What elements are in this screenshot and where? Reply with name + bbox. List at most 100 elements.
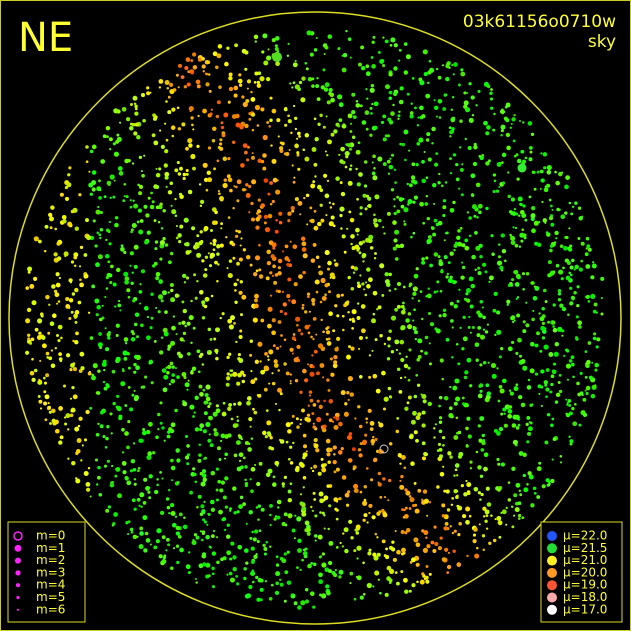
star [121,427,125,432]
star [588,375,593,380]
star [398,48,402,52]
star [586,359,591,365]
star [127,295,131,299]
star [411,162,416,167]
star [306,413,311,417]
star [483,466,488,472]
star [400,204,405,209]
star [527,426,533,432]
star [202,518,206,522]
star [29,341,33,345]
star [359,595,364,600]
star [186,321,191,326]
star [325,330,331,335]
star [159,471,162,474]
star [275,563,280,567]
star [169,428,175,434]
star [302,476,307,480]
star [316,77,319,80]
star [296,323,299,327]
star [229,509,232,512]
star [195,79,201,85]
star [427,71,432,75]
star [255,212,259,215]
star [442,443,445,447]
star [203,177,209,183]
star [459,119,463,123]
star [215,488,219,492]
star [558,389,563,394]
star [276,464,279,467]
star [390,37,396,43]
star [290,131,293,135]
star [390,315,397,321]
star [342,123,346,126]
star [138,229,144,235]
star [275,219,278,222]
star [279,146,284,151]
star [409,561,413,564]
star [224,452,228,457]
star [547,320,551,324]
star [313,443,319,449]
star [161,535,166,540]
star [540,369,545,374]
star [529,368,535,374]
star [329,357,333,361]
star [264,352,268,356]
star [377,305,382,310]
star [353,549,357,553]
star [255,506,259,509]
star [242,188,246,192]
star [140,505,143,508]
horizon-circle [8,11,622,625]
star [27,337,31,341]
star [567,313,570,316]
star [220,125,225,130]
star [105,238,108,242]
star [515,351,519,355]
star [351,327,354,330]
star [478,155,482,158]
star [269,436,273,440]
star [89,495,92,498]
star [410,419,416,425]
star [378,218,382,223]
star [365,71,371,77]
star [256,539,260,544]
star [456,299,460,303]
star [157,310,161,314]
star [267,48,270,51]
star [289,347,294,352]
star [399,484,405,490]
brightness-symbol [547,604,557,615]
star [447,551,450,554]
star [207,404,211,409]
star [525,301,528,304]
star [236,179,242,185]
star [236,415,239,418]
star [483,452,489,458]
star [387,344,391,348]
magnitude-symbol [16,595,20,600]
star [202,562,207,567]
star [215,356,219,361]
star [326,100,331,105]
star [485,131,490,136]
star [250,90,253,94]
star [182,176,186,181]
star [316,371,320,376]
star [384,39,389,44]
star [565,275,571,281]
star [102,380,106,384]
star [129,126,134,131]
star [266,260,272,266]
star [578,423,582,427]
star [259,76,265,82]
star [518,214,521,217]
star [125,195,129,199]
star [250,155,256,160]
star [497,255,502,259]
star [272,52,282,62]
star [385,84,390,90]
